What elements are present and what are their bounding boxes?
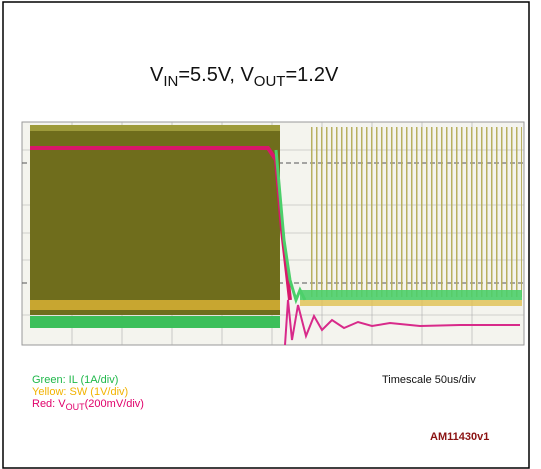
- figure-code: AM11430v1: [430, 431, 490, 443]
- legend-red: Red: VOUT(200mV/div): [32, 398, 144, 412]
- legend-yellow: Yellow: SW (1V/div): [32, 386, 129, 398]
- scope-screen: [21, 121, 525, 346]
- timescale: Timescale 50us/div: [382, 374, 476, 386]
- legend-green: Green: IL (1A/div): [32, 374, 119, 386]
- title: VIN=5.5V, VOUT=1.2V: [150, 64, 339, 90]
- border: [2, 1, 530, 469]
